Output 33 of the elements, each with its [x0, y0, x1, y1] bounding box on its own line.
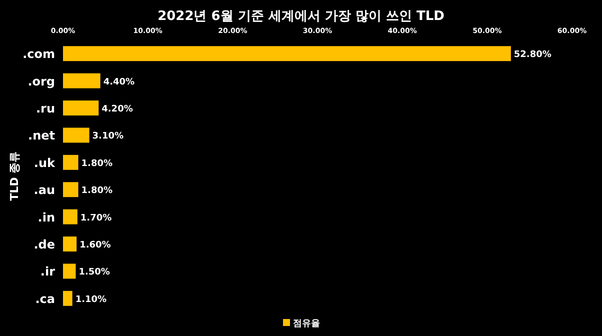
text: 1.80% — [81, 186, 113, 196]
y-axis-title: TLD 종류 — [8, 151, 21, 201]
text: 1.80% — [81, 158, 113, 169]
y-tick-label: .net — [28, 128, 56, 143]
text: 4.20% — [102, 104, 133, 114]
bar — [63, 236, 77, 252]
bar — [63, 264, 76, 279]
chart-title: 2022년 6월 기준 세계에서 가장 많이 쓰인 TLD — [158, 9, 445, 24]
y-tick-label: .uk — [34, 156, 56, 170]
bar — [63, 100, 99, 116]
y-tick-label: .ir — [40, 264, 56, 279]
text: 1.50% — [78, 268, 110, 278]
text: 1.60% — [80, 240, 111, 250]
y-tick-label: .de — [34, 238, 55, 252]
y-tick-label: .in — [38, 210, 55, 224]
text: 1.10% — [75, 294, 107, 305]
y-tick-label: .ru — [36, 102, 55, 116]
text: 3.10% — [92, 132, 124, 142]
bar — [63, 290, 72, 306]
bar — [63, 46, 511, 62]
y-tick-label: .au — [34, 183, 55, 198]
y-tick-label: .ca — [35, 292, 55, 306]
bar — [63, 209, 78, 224]
bar — [63, 182, 78, 198]
bar — [63, 73, 100, 88]
bar — [63, 128, 90, 143]
text: 4.40% — [103, 77, 135, 88]
y-tick-label: .org — [28, 74, 55, 88]
text: 52.80% — [514, 50, 552, 60]
y-tick-label: .com — [22, 47, 55, 62]
text: 1.70% — [80, 213, 112, 224]
legend-label: 점유율 — [293, 319, 320, 329]
bar — [63, 154, 78, 170]
